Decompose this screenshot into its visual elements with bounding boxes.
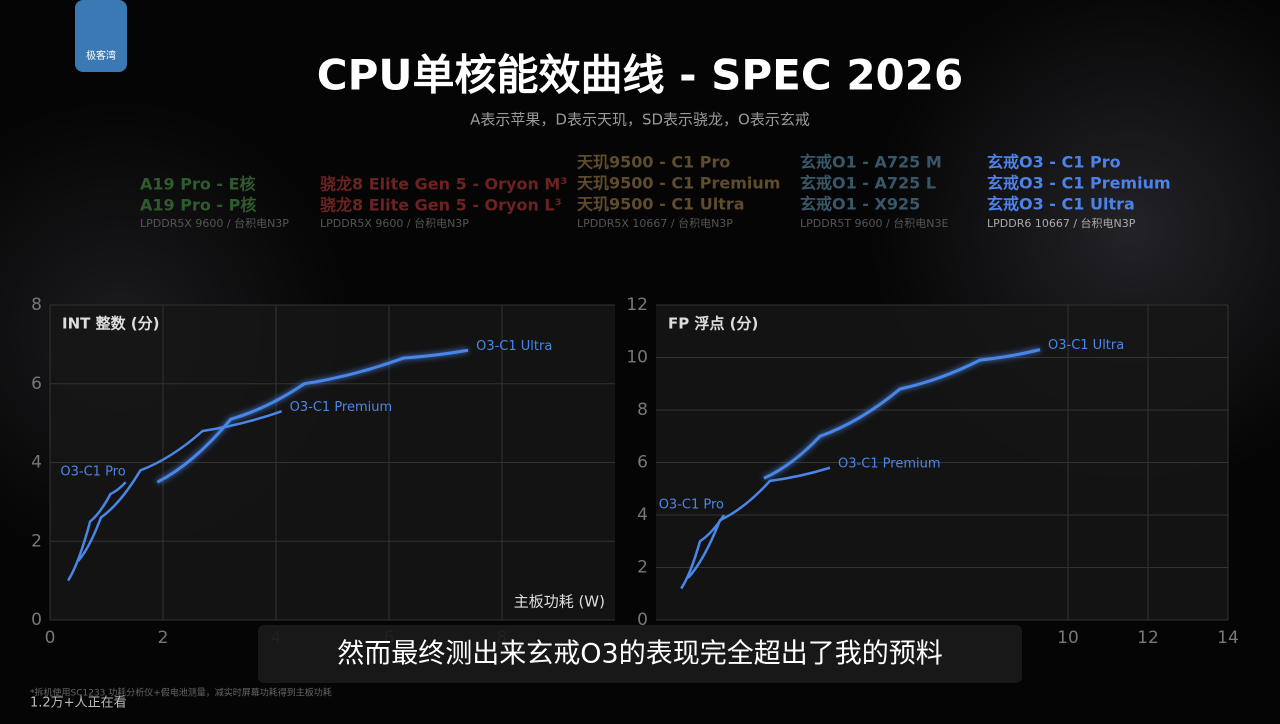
- series-label: O3-C1 Ultra: [1048, 338, 1124, 353]
- logo-badge: [75, 0, 127, 72]
- x-tick-label: 0: [45, 628, 56, 648]
- series-label: O3-C1 Pro: [659, 498, 724, 513]
- x-tick-label: 10: [1057, 628, 1079, 648]
- y-tick-label: 0: [31, 610, 42, 630]
- viewers: 1.2万+人正在看: [30, 695, 127, 711]
- y-tick-label: 6: [637, 453, 648, 473]
- y-tick-label: 4: [31, 453, 42, 473]
- y-tick-label: 6: [31, 374, 42, 394]
- x-tick-label: 12: [1137, 628, 1159, 648]
- x-axis-label: 主板功耗 (W): [514, 593, 605, 611]
- title: CPU单核能效曲线 - SPEC 2026: [317, 51, 963, 100]
- legend-entry: 天玑9500 - C1 Pro: [577, 153, 730, 172]
- legend-entry: 天玑9500 - C1 Premium: [577, 174, 780, 193]
- legend-entry: 玄戒O3 - C1 Ultra: [987, 195, 1135, 214]
- legend-entry: 玄戒O1 - X925: [800, 195, 920, 214]
- y-tick-label: 10: [626, 348, 648, 368]
- legend-note: LPDDR5X 9600 / 台积电N3P: [320, 216, 469, 230]
- y-tick-label: 0: [637, 610, 648, 630]
- caption: 然而最终测出来玄戒O3的表现完全超出了我的预料: [337, 639, 942, 670]
- chart-title: FP 浮点 (分): [668, 315, 758, 333]
- y-tick-label: 12: [626, 295, 648, 315]
- legend-entry: 玄戒O1 - A725 L: [800, 174, 936, 193]
- series-line: [67, 481, 127, 582]
- legend-entry: 玄戒O1 - A725 M: [800, 153, 942, 172]
- legend-entry: A19 Pro - E核: [140, 175, 256, 194]
- subtitle: A表示苹果，D表示天玑，SD表示骁龙，O表示玄戒: [470, 111, 810, 129]
- series-line: [77, 410, 283, 562]
- caption-box: [258, 625, 1022, 683]
- footnote: *拆机使用SC1233 功耗分析仪+假电池测量，减实时屏幕功耗得到主板功耗: [30, 687, 332, 699]
- y-tick-label: 8: [31, 295, 42, 315]
- logo-text: 极客湾: [86, 49, 116, 62]
- y-tick-label: 8: [637, 400, 648, 420]
- legend-entry: 玄戒O3 - C1 Pro: [987, 153, 1121, 172]
- legend-note: LPDDR5X 9600 / 台积电N3P: [140, 216, 289, 230]
- y-tick-label: 2: [31, 531, 42, 551]
- chart-title: INT 整数 (分): [62, 315, 160, 333]
- legend-entry: 骁龙8 Elite Gen 5 - Oryon M³: [320, 175, 567, 194]
- legend-entry: 骁龙8 Elite Gen 5 - Oryon L³: [320, 196, 562, 215]
- y-tick-label: 4: [637, 505, 648, 525]
- x-tick-label: 2: [158, 628, 169, 648]
- series-line: [763, 348, 1041, 480]
- legend-note: LPDDR5T 9600 / 台积电N3E: [800, 216, 948, 230]
- series-label: O3-C1 Pro: [60, 465, 125, 480]
- series-label: O3-C1 Premium: [838, 456, 941, 471]
- legend-note: LPDDR6 10667 / 台积电N3P: [987, 216, 1136, 230]
- legend-entry: 天玑9500 - C1 Ultra: [577, 195, 745, 214]
- series-line: [687, 466, 831, 579]
- legend-note: LPDDR5X 10667 / 台积电N3P: [577, 216, 733, 230]
- series-line: [156, 348, 469, 484]
- legend-entry: 玄戒O3 - C1 Premium: [987, 174, 1171, 193]
- legend-entry: A19 Pro - P核: [140, 196, 256, 215]
- y-tick-label: 2: [637, 558, 648, 578]
- series-label: O3-C1 Ultra: [476, 339, 552, 354]
- series-label: O3-C1 Premium: [290, 400, 393, 415]
- x-tick-label: 14: [1217, 628, 1239, 648]
